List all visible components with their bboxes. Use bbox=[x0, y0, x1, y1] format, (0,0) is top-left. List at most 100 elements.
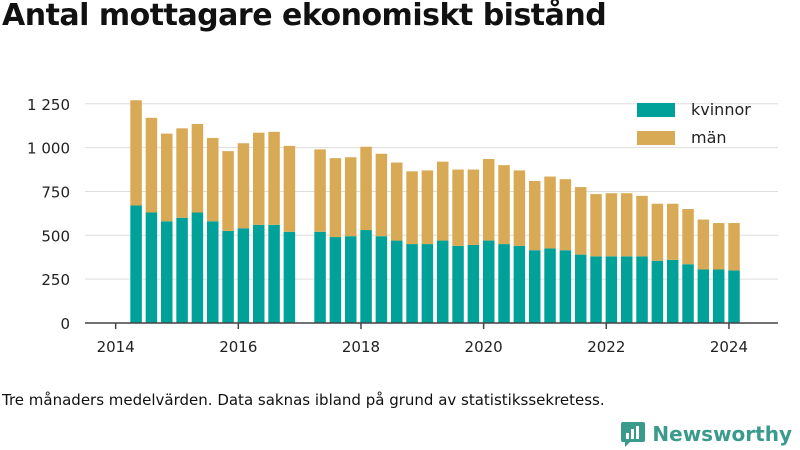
footnote: Tre månaders medelvärden. Data saknas ib… bbox=[2, 391, 605, 409]
bar-män bbox=[145, 117, 158, 213]
x-axis: 2014 2016 2018 2020 2022 2024 bbox=[85, 322, 778, 356]
legend: kvinnor män bbox=[637, 100, 751, 147]
bar-män bbox=[697, 219, 710, 270]
bar-kvinnor bbox=[329, 237, 342, 323]
bar-män bbox=[574, 187, 587, 255]
bar-män bbox=[329, 158, 342, 238]
bar-kvinnor bbox=[344, 236, 357, 323]
bar-kvinnor bbox=[145, 212, 158, 323]
bar-kvinnor bbox=[605, 256, 618, 323]
y-tick-label: 500 bbox=[41, 227, 70, 245]
bar-män bbox=[651, 203, 664, 261]
bar-kvinnor bbox=[482, 240, 495, 323]
bar-män bbox=[191, 123, 204, 213]
bar-kvinnor bbox=[436, 240, 449, 323]
x-tick-label: 2022 bbox=[587, 338, 625, 356]
bar-män bbox=[206, 137, 219, 222]
bar-män bbox=[406, 171, 418, 245]
bar-kvinnor bbox=[421, 244, 434, 323]
bar-kvinnor bbox=[528, 250, 541, 323]
bar-män bbox=[375, 153, 388, 237]
chart-title: Antal mottagare ekonomiskt bistånd bbox=[2, 0, 607, 33]
brand-logo[interactable]: Newsworthy bbox=[620, 419, 792, 449]
x-tick-label: 2014 bbox=[97, 338, 135, 356]
bar-kvinnor bbox=[452, 245, 464, 323]
bar-kvinnor bbox=[620, 256, 633, 323]
bar-kvinnor bbox=[222, 230, 234, 323]
bar-kvinnor bbox=[467, 244, 480, 323]
bar-män bbox=[590, 194, 602, 257]
bar-män bbox=[620, 193, 633, 257]
legend-swatch-kvinnor bbox=[637, 103, 675, 117]
x-tick-label: 2020 bbox=[465, 338, 503, 356]
bar-män bbox=[712, 223, 725, 270]
bar-män bbox=[482, 159, 495, 241]
bar-kvinnor bbox=[360, 230, 372, 323]
bar-kvinnor bbox=[191, 212, 204, 323]
bar-män bbox=[344, 157, 357, 237]
bar-män bbox=[636, 195, 648, 257]
bar-män bbox=[176, 128, 188, 218]
bar-män bbox=[666, 203, 679, 260]
bar-män bbox=[314, 149, 326, 232]
bar-kvinnor bbox=[237, 228, 250, 323]
bar-män bbox=[728, 223, 740, 271]
x-tick-label: 2024 bbox=[710, 338, 748, 356]
bar-män bbox=[237, 143, 250, 229]
bar-kvinnor bbox=[406, 244, 418, 323]
bar-kvinnor bbox=[559, 250, 572, 323]
stacked-bar-chart: 0 250 500 750 1 000 1 250 2014 2016 2018 2020 202… bbox=[27, 96, 778, 356]
bar-män bbox=[605, 193, 618, 257]
bar-kvinnor bbox=[697, 269, 710, 323]
bar-män bbox=[160, 133, 173, 222]
bar-kvinnor bbox=[513, 245, 526, 323]
bar-män bbox=[360, 146, 372, 231]
bar-män bbox=[559, 179, 572, 251]
bar-kvinnor bbox=[590, 256, 602, 323]
x-tick-label: 2016 bbox=[219, 338, 257, 356]
bar-kvinnor bbox=[574, 254, 587, 323]
bar-kvinnor bbox=[682, 264, 694, 323]
bar-kvinnor bbox=[636, 256, 648, 323]
bar-män bbox=[452, 169, 464, 246]
y-tick-label: 250 bbox=[41, 271, 70, 289]
bar-män bbox=[513, 170, 526, 246]
bar-kvinnor bbox=[390, 240, 403, 323]
bar-kvinnor bbox=[160, 221, 173, 323]
bar-män bbox=[390, 162, 403, 241]
bar-kvinnor bbox=[252, 224, 265, 323]
bar-kvinnor bbox=[712, 269, 725, 323]
bar-män bbox=[498, 165, 510, 245]
bar-män bbox=[252, 132, 265, 225]
y-axis-tick-labels: 0 250 500 750 1 000 1 250 bbox=[27, 96, 70, 333]
bar-kvinnor bbox=[176, 217, 188, 323]
bar-kvinnor bbox=[314, 231, 326, 323]
bar-män bbox=[436, 161, 449, 241]
bar-chart-speech-bubble-icon bbox=[621, 422, 646, 447]
bar-kvinnor bbox=[651, 260, 664, 323]
bar-män bbox=[421, 170, 434, 245]
bar-kvinnor bbox=[130, 205, 142, 323]
bar-kvinnor bbox=[206, 221, 219, 323]
brand-name: Newsworthy bbox=[652, 422, 792, 446]
bar-män bbox=[528, 180, 541, 251]
bar-män bbox=[544, 176, 556, 249]
bars bbox=[130, 100, 740, 323]
legend-swatch-män bbox=[637, 131, 675, 145]
legend-label-kvinnor: kvinnor bbox=[691, 100, 751, 119]
bar-män bbox=[283, 145, 296, 232]
bar-män bbox=[222, 151, 234, 231]
y-tick-label: 1 250 bbox=[27, 96, 70, 114]
bar-män bbox=[130, 100, 142, 206]
legend-label-män: män bbox=[691, 128, 727, 147]
y-tick-label: 1 000 bbox=[27, 140, 70, 158]
bar-kvinnor bbox=[498, 244, 510, 323]
bar-kvinnor bbox=[268, 224, 280, 323]
bar-kvinnor bbox=[728, 270, 740, 323]
bar-kvinnor bbox=[375, 236, 388, 323]
bar-män bbox=[467, 169, 480, 245]
y-tick-label: 0 bbox=[60, 315, 70, 333]
bar-kvinnor bbox=[666, 259, 679, 323]
bar-män bbox=[682, 209, 694, 265]
bar-kvinnor bbox=[544, 248, 556, 323]
